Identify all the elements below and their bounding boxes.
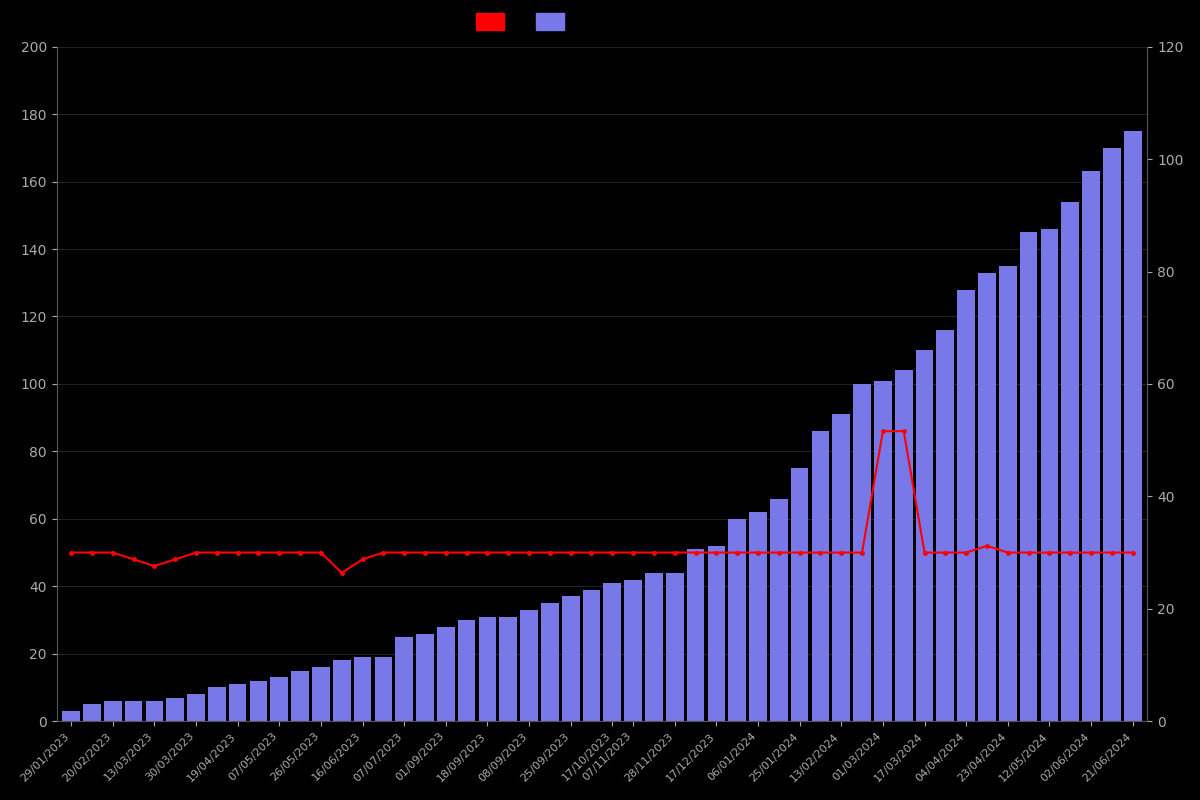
Bar [604,583,622,721]
Bar [104,701,121,721]
Legend: , : , [476,13,575,30]
Bar [312,667,330,721]
Bar [1020,232,1038,721]
Bar [916,350,934,721]
Bar [1103,148,1121,721]
Bar [499,617,517,721]
Bar [250,681,268,721]
Bar [936,330,954,721]
Bar [541,603,559,721]
Bar [958,290,974,721]
Bar [354,657,371,721]
Bar [521,610,538,721]
Bar [208,687,226,721]
Bar [686,549,704,721]
Bar [791,468,809,721]
Bar [749,512,767,721]
Bar [666,573,684,721]
Bar [332,661,350,721]
Bar [187,694,205,721]
Bar [708,546,725,721]
Bar [416,634,434,721]
Bar [562,597,580,721]
Bar [998,266,1016,721]
Bar [270,678,288,721]
Bar [583,590,600,721]
Bar [624,579,642,721]
Bar [874,381,892,721]
Bar [62,711,80,721]
Bar [374,657,392,721]
Bar [770,498,787,721]
Bar [145,701,163,721]
Bar [646,573,662,721]
Bar [479,617,497,721]
Bar [1040,229,1058,721]
Bar [1061,202,1079,721]
Bar [437,626,455,721]
Bar [229,684,246,721]
Bar [895,370,912,721]
Bar [1124,131,1141,721]
Bar [978,273,996,721]
Bar [292,670,308,721]
Bar [811,431,829,721]
Bar [1082,171,1100,721]
Bar [395,637,413,721]
Bar [125,701,143,721]
Bar [853,384,871,721]
Bar [83,704,101,721]
Bar [833,414,850,721]
Bar [167,698,184,721]
Bar [457,620,475,721]
Bar [728,519,746,721]
